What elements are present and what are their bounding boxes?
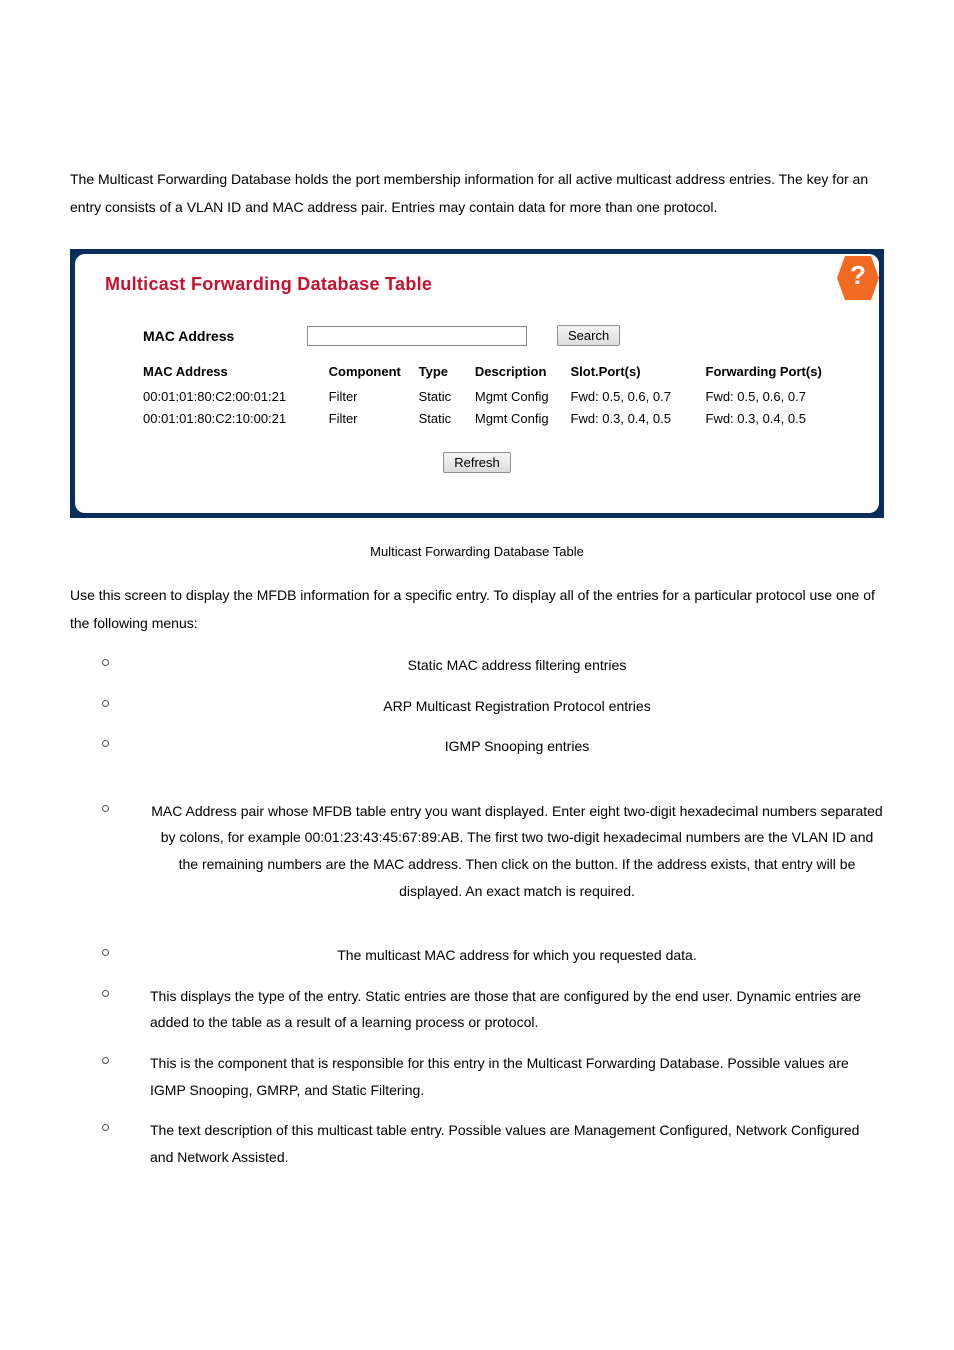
table-row: 00:01:01:80:C2:10:00:21 Filter Static Mg… [143,408,863,430]
cell-slotports: Fwd: 0.3, 0.4, 0.5 [571,408,706,430]
field-text: The text description of this multicast t… [150,1122,859,1165]
field-text: The multicast MAC address for which you … [337,947,697,963]
col-component: Component [329,360,419,386]
usage-text: Use this screen to display the MFDB info… [70,581,884,637]
mfdb-table: MAC Address Component Type Description S… [143,360,863,430]
list-item: IGMP Snooping entries [70,726,884,767]
col-mac: MAC Address [143,360,329,386]
figure-caption: Multicast Forwarding Database Table [70,544,884,559]
field-list-2: The multicast MAC address for which you … [70,935,884,1177]
list-item: This is the component that is responsibl… [70,1043,884,1110]
cell-type: Static [419,408,475,430]
field-text: MAC Address pair whose MFDB table entry … [151,803,882,899]
list-item: ARP Multicast Registration Protocol entr… [70,686,884,727]
svg-text:?: ? [850,260,866,290]
list-item: The multicast MAC address for which you … [70,935,884,976]
help-button[interactable]: ? [831,254,879,302]
col-type: Type [419,360,475,386]
search-row: MAC Address Search [143,325,849,346]
panel: ? Multicast Forwarding Database Table MA… [75,254,879,513]
table-header-row: MAC Address Component Type Description S… [143,360,863,386]
cell-forwarding: Fwd: 0.5, 0.6, 0.7 [706,386,864,408]
menu-list: Static MAC address filtering entries ARP… [70,645,884,767]
cell-type: Static [419,386,475,408]
cell-component: Filter [329,386,419,408]
list-item-label: Static MAC address filtering entries [408,652,627,679]
cell-forwarding: Fwd: 0.3, 0.4, 0.5 [706,408,864,430]
cell-slotports: Fwd: 0.5, 0.6, 0.7 [571,386,706,408]
col-description: Description [475,360,571,386]
cell-description: Mgmt Config [475,408,571,430]
field-text: This is the component that is responsibl… [150,1055,849,1098]
list-item-label: ARP Multicast Registration Protocol entr… [383,693,650,720]
panel-frame: ? Multicast Forwarding Database Table MA… [70,249,884,518]
list-item: The text description of this multicast t… [70,1110,884,1177]
cell-component: Filter [329,408,419,430]
field-list: MAC Address pair whose MFDB table entry … [70,791,884,911]
col-forwarding: Forwarding Port(s) [706,360,864,386]
cell-description: Mgmt Config [475,386,571,408]
list-item-label: IGMP Snooping entries [445,733,590,760]
mac-address-input[interactable] [307,326,527,346]
search-label: MAC Address [143,328,307,344]
list-item: This displays the type of the entry. Sta… [70,976,884,1043]
list-item: MAC Address pair whose MFDB table entry … [70,791,884,911]
col-slotports: Slot.Port(s) [571,360,706,386]
field-text: This displays the type of the entry. Sta… [150,988,861,1031]
cell-mac: 00:01:01:80:C2:00:01:21 [143,386,329,408]
intro-text: The Multicast Forwarding Database holds … [70,0,884,221]
panel-title: Multicast Forwarding Database Table [105,274,849,295]
list-item: Static MAC address filtering entries [70,645,884,686]
search-button[interactable]: Search [557,325,620,346]
table-row: 00:01:01:80:C2:00:01:21 Filter Static Mg… [143,386,863,408]
refresh-button[interactable]: Refresh [443,452,511,473]
cell-mac: 00:01:01:80:C2:10:00:21 [143,408,329,430]
